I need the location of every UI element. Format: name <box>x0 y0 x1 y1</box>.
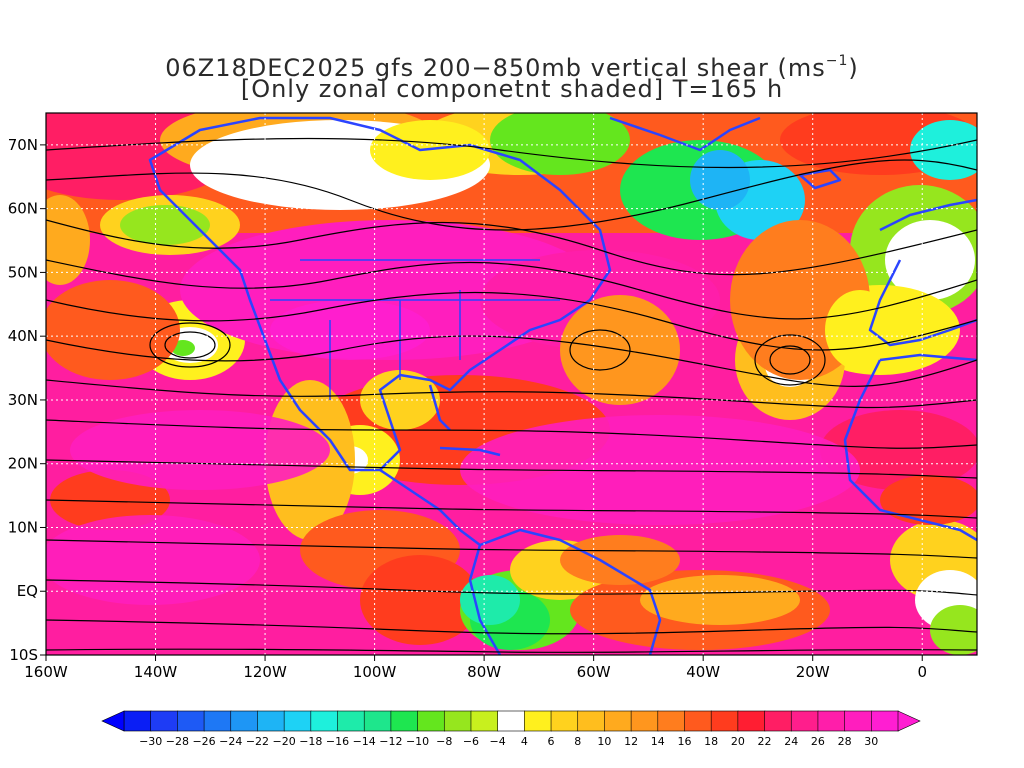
colorbar-tick-label: −20 <box>273 735 296 748</box>
colorbar-tick-label: 8 <box>574 735 581 748</box>
colorbar-tick-label: 10 <box>597 735 611 748</box>
colorbar-tick-label: 24 <box>784 735 798 748</box>
colorbar-swatch <box>577 710 606 732</box>
x-tick-label: 0 <box>917 663 927 681</box>
colorbar-tick-label: 20 <box>731 735 745 748</box>
y-axis: 70N 60N 50N 40N 30N 20N 10N EQ 10S <box>8 136 46 664</box>
colorbar-tick-label: 6 <box>548 735 555 748</box>
coastlines <box>148 116 977 655</box>
colorbar-tick-label: 18 <box>704 735 718 748</box>
title-close-paren: ) <box>848 54 859 82</box>
colorbar-swatch <box>177 710 205 732</box>
x-tick-label: 40W <box>686 663 720 681</box>
colorbar-swatch <box>283 710 312 732</box>
colorbar-tick-label: 26 <box>811 735 825 748</box>
x-tick-label: 80W <box>467 663 501 681</box>
grid-lines <box>46 113 977 655</box>
colorbar-tick-label: −8 <box>436 735 452 748</box>
colorbar-tick-label: −30 <box>139 735 162 748</box>
colorbar-swatch <box>790 710 819 732</box>
colorbar-swatch <box>203 710 232 732</box>
colorbar-max-arrow <box>897 710 921 732</box>
colorbar-tick-label: −10 <box>406 735 429 748</box>
y-tick-label: 40N <box>8 327 38 345</box>
colorbar-tick-label: 22 <box>758 735 772 748</box>
y-tick-label: 30N <box>8 391 38 409</box>
colorbar-tick-label: −4 <box>490 735 506 748</box>
colorbar-swatch <box>363 710 392 732</box>
colorbar-swatch <box>123 710 152 732</box>
colorbar-swatch <box>390 710 419 732</box>
x-axis: 160W 140W 120W 100W 80W 60W 40W 20W 0 <box>24 655 927 681</box>
colorbar-tick-label: −12 <box>379 735 402 748</box>
colorbar-tick-label: 14 <box>651 735 665 748</box>
colorbar-tick-label: −6 <box>463 735 479 748</box>
colorbar-tick-label: −18 <box>299 735 322 748</box>
colorbar-tick-label: −16 <box>326 735 349 748</box>
colorbar-swatch <box>417 710 446 732</box>
x-tick-label: 100W <box>353 663 397 681</box>
title-unit-superscript: −1 <box>825 53 849 69</box>
colorbar-tick-label: 4 <box>521 735 528 748</box>
chart-title-line2: [Only zonal componetnt shaded] T=165 h <box>240 75 784 103</box>
x-tick-label: 60W <box>577 663 611 681</box>
y-tick-label: EQ <box>17 582 38 600</box>
colorbar-tick-label: −22 <box>246 735 269 748</box>
colorbar-swatch <box>844 710 873 732</box>
colorbar-min-arrow <box>101 710 125 732</box>
y-tick-label: 10S <box>9 646 38 664</box>
colorbar-tick-label: 12 <box>624 735 638 748</box>
x-tick-label: 140W <box>134 663 178 681</box>
colorbar-swatch <box>550 710 579 732</box>
colorbar-swatch <box>630 710 659 732</box>
chart-title-line1: 06Z18DEC2025 gfs 200−850mb vertical shea… <box>0 50 1024 81</box>
y-tick-label: 50N <box>8 263 38 281</box>
colorbar-swatch <box>604 710 632 732</box>
colorbar-tick-label: −24 <box>219 735 242 748</box>
colorbar-swatch <box>337 710 366 732</box>
colorbar-swatch <box>710 710 739 732</box>
x-tick-label: 20W <box>796 663 830 681</box>
colorbar-swatch <box>657 710 686 732</box>
colorbar-tick-label: 16 <box>677 735 691 748</box>
y-tick-label: 60N <box>8 200 38 218</box>
colorbar-swatch <box>470 710 499 732</box>
colorbar-swatch <box>443 710 472 732</box>
colorbar-swatch <box>737 710 766 732</box>
map-frame <box>45 112 978 656</box>
colorbar-swatch <box>524 710 552 732</box>
colorbar-tick-label: 30 <box>864 735 878 748</box>
colorbar-swatch <box>257 710 285 732</box>
colorbar-swatch <box>310 710 339 732</box>
x-tick-label: 160W <box>24 663 68 681</box>
colorbar-tick-label: −28 <box>166 735 189 748</box>
colorbar-tick-label: −14 <box>353 735 376 748</box>
colorbar-swatch <box>684 710 712 732</box>
colorbar-tick-label: −26 <box>192 735 215 748</box>
colorbar-swatch <box>871 710 899 732</box>
colorbar-swatch <box>150 710 179 732</box>
title-main-text: 06Z18DEC2025 gfs 200−850mb vertical shea… <box>165 54 826 82</box>
colorbar-swatch <box>764 710 793 732</box>
shading-layer <box>46 113 977 655</box>
colorbar-swatch <box>817 710 846 732</box>
colorbar-swatch <box>230 710 259 732</box>
colorbar: −30 −28 −26 −24 −22 −20 −18 −16 −14 −12 −10 −8 −6 −4 4… <box>101 710 921 748</box>
y-tick-label: 70N <box>8 136 38 154</box>
y-tick-label: 10N <box>8 518 38 536</box>
x-tick-label: 120W <box>243 663 287 681</box>
streamlines <box>46 137 977 654</box>
y-tick-label: 20N <box>8 455 38 473</box>
colorbar-tick-label: 28 <box>838 735 852 748</box>
colorbar-swatch <box>497 710 526 732</box>
